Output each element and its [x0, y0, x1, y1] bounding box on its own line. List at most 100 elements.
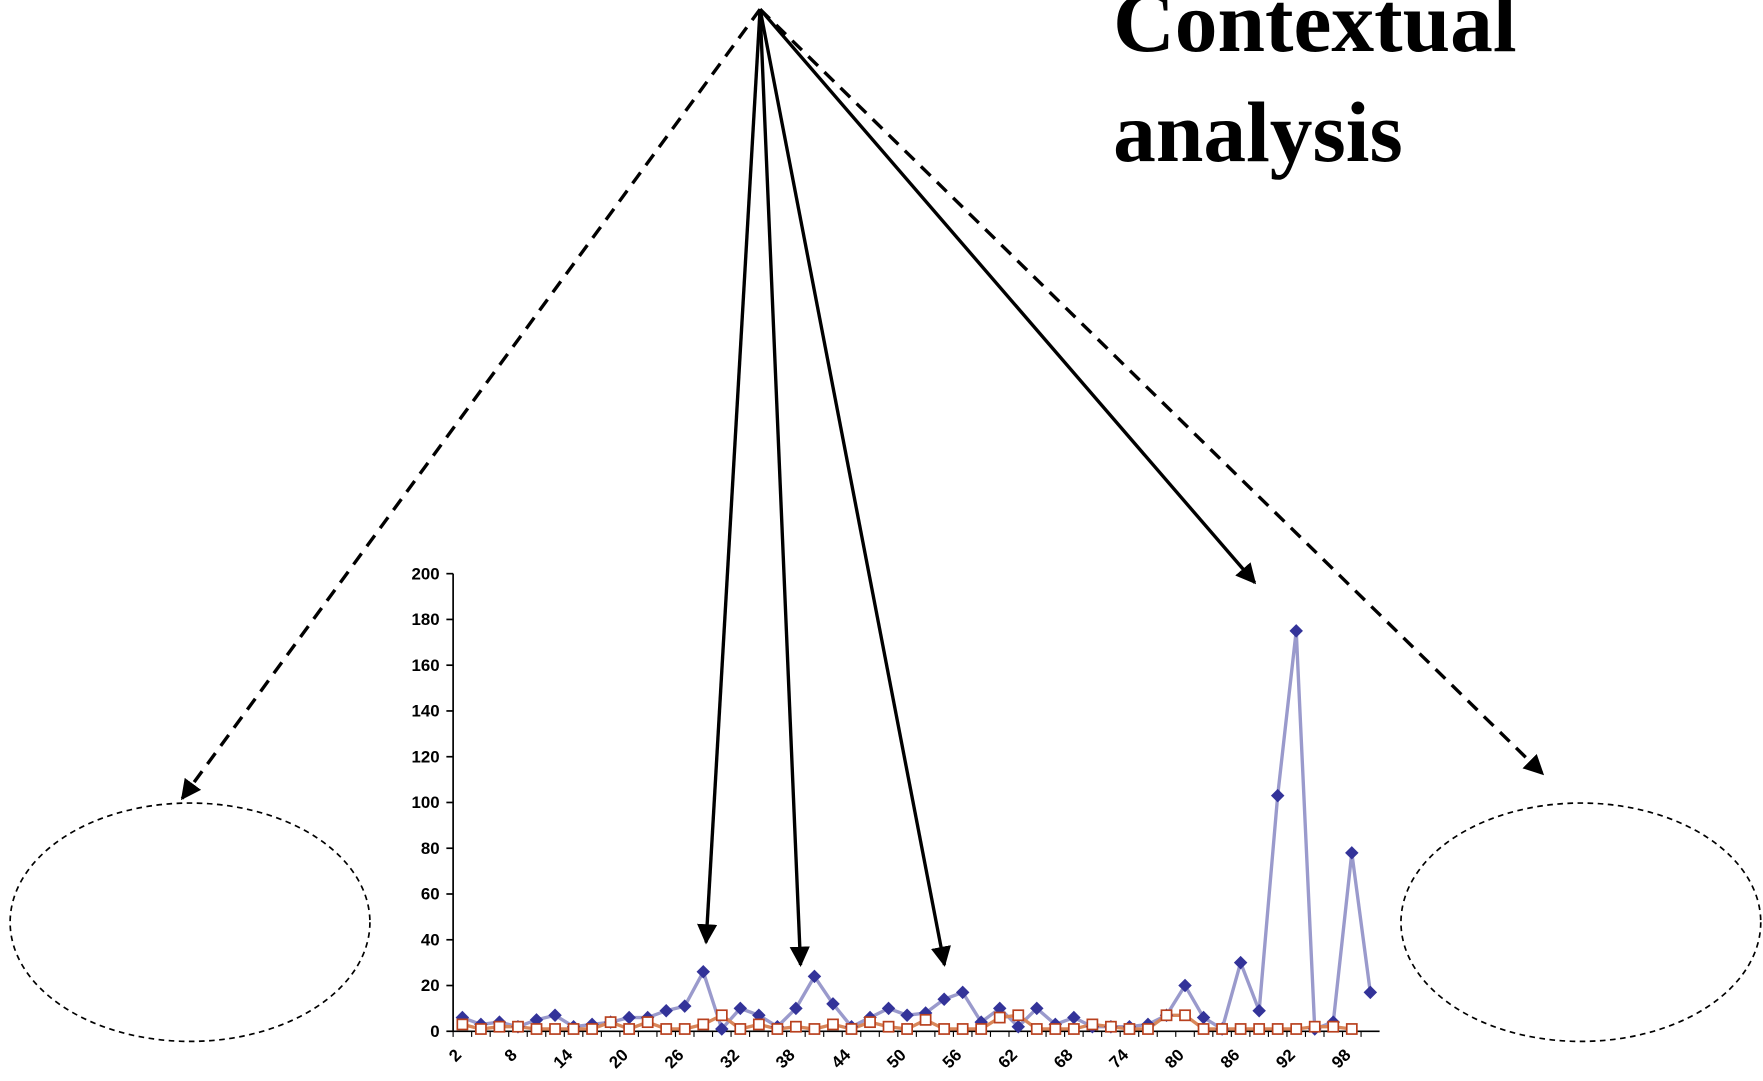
point: [789, 1001, 803, 1016]
point: [1142, 1023, 1154, 1035]
point: [586, 1023, 598, 1035]
point: [1011, 1019, 1026, 1034]
point: [660, 1023, 673, 1035]
point: [733, 1001, 748, 1016]
point: [1345, 1023, 1358, 1035]
point: [622, 1010, 636, 1025]
point: [475, 1023, 487, 1035]
x-tick-label: 86: [1217, 1045, 1244, 1072]
y-tick-label: 40: [421, 930, 440, 949]
point: [1270, 788, 1285, 803]
point: [1216, 1023, 1228, 1035]
point: [955, 985, 970, 1000]
point: [1327, 1020, 1340, 1033]
point: [1179, 1009, 1191, 1022]
y-tick-label: 100: [411, 793, 439, 812]
y-tick-label: 60: [421, 885, 440, 904]
x-tick-label: 26: [661, 1045, 688, 1072]
x-tick-label: 32: [716, 1045, 743, 1072]
y-tick-label: 180: [411, 610, 439, 629]
point: [1308, 1020, 1321, 1033]
point: [826, 997, 840, 1011]
x-tick-label: 98: [1328, 1045, 1355, 1072]
annotation: analysis: [1113, 86, 1403, 180]
point: [697, 1018, 710, 1031]
point: [845, 1023, 858, 1035]
x-tick-label: 62: [994, 1045, 1021, 1072]
point: [1233, 955, 1248, 970]
empty-circle: [9, 802, 371, 1043]
point: [1345, 846, 1359, 860]
x-tick-label: 68: [1050, 1045, 1077, 1072]
x-tick-label: 56: [939, 1045, 966, 1072]
x-tick-label: 8: [501, 1045, 521, 1065]
point: [456, 1018, 469, 1031]
point: [512, 1020, 524, 1033]
point: [549, 1023, 561, 1035]
point: [604, 1016, 617, 1029]
point: [677, 999, 692, 1013]
point: [678, 1023, 691, 1035]
point: [1252, 1003, 1266, 1018]
y-tick-label: 120: [411, 747, 439, 766]
point: [882, 1020, 895, 1033]
y-tick-label: 20: [421, 976, 440, 995]
point: [1067, 1023, 1080, 1035]
point: [715, 1009, 728, 1022]
point: [1105, 1020, 1117, 1033]
point: [1290, 1023, 1303, 1035]
x-tick-label: 44: [828, 1045, 855, 1072]
point: [901, 1023, 913, 1035]
point: [1030, 1023, 1043, 1035]
point: [734, 1023, 747, 1035]
arrows: [180, 8, 1545, 967]
point: [548, 1008, 562, 1023]
chart: 0 20 40 60 80 100 120 140 160 180 200 2 8 14 20 26 32 38 4…: [411, 564, 1380, 1072]
point: [1253, 1023, 1266, 1035]
point: [1178, 978, 1192, 993]
point: [530, 1023, 543, 1035]
point: [881, 1001, 896, 1016]
y-tick-label: 160: [411, 656, 439, 675]
point: [659, 1003, 673, 1018]
x-tick-label: 80: [1161, 1045, 1188, 1072]
point: [1086, 1018, 1099, 1031]
annotation: Contextual: [1113, 0, 1516, 70]
point: [567, 1023, 580, 1035]
point: [752, 1018, 765, 1031]
point: [956, 1023, 969, 1035]
point: [919, 1013, 932, 1026]
x-tick-label: 92: [1272, 1045, 1299, 1072]
empty-circle: [1400, 802, 1762, 1043]
point: [1271, 1023, 1284, 1035]
x-tick-label: 74: [1106, 1045, 1133, 1072]
point: [1234, 1023, 1247, 1035]
y-tick-label: 200: [411, 564, 439, 583]
point: [900, 1008, 914, 1023]
point: [1363, 985, 1378, 1000]
point: [975, 1023, 988, 1035]
point: [771, 1023, 784, 1035]
point: [827, 1018, 839, 1031]
x-tick-label: 2: [445, 1045, 465, 1065]
x-tick-label: 20: [605, 1045, 632, 1072]
point: [1123, 1023, 1136, 1035]
series-line: [461, 630, 1372, 1033]
point: [808, 1023, 821, 1035]
point: [1197, 1023, 1210, 1035]
point: [529, 1013, 544, 1027]
point: [807, 969, 822, 984]
point: [1160, 1009, 1173, 1022]
point: [993, 1011, 1006, 1024]
x-tick-label: 14: [550, 1045, 577, 1072]
point: [1049, 1023, 1062, 1035]
y-tick-label: 80: [421, 839, 440, 858]
point: [493, 1020, 506, 1033]
y-tick-label: 0: [430, 1022, 439, 1041]
y-tick-label: 140: [411, 702, 439, 721]
point: [790, 1020, 802, 1033]
point: [1067, 1010, 1081, 1025]
point: [641, 1016, 654, 1029]
x-tick-label: 38: [772, 1045, 799, 1072]
